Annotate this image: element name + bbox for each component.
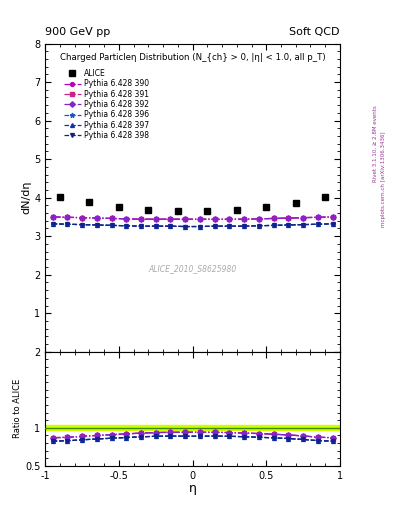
Text: mcplots.cern.ch [arXiv:1306.3436]: mcplots.cern.ch [arXiv:1306.3436] [381,132,386,227]
Y-axis label: Ratio to ALICE: Ratio to ALICE [13,379,22,438]
Text: Soft QCD: Soft QCD [290,27,340,37]
Legend: ALICE, Pythia 6.428 390, Pythia 6.428 391, Pythia 6.428 392, Pythia 6.428 396, P: ALICE, Pythia 6.428 390, Pythia 6.428 39… [61,66,152,143]
Bar [45,425,340,430]
Text: Charged Particleη Distribution (N_{ch} > 0, |η| < 1.0, all p_T): Charged Particleη Distribution (N_{ch} >… [60,53,325,62]
Text: ALICE_2010_S8625980: ALICE_2010_S8625980 [149,264,237,273]
Text: 900 GeV pp: 900 GeV pp [45,27,110,37]
X-axis label: η: η [189,482,196,495]
Y-axis label: dN/dη: dN/dη [21,181,31,215]
Text: Rivet 3.1.10, ≥ 2.8M events: Rivet 3.1.10, ≥ 2.8M events [373,105,378,182]
